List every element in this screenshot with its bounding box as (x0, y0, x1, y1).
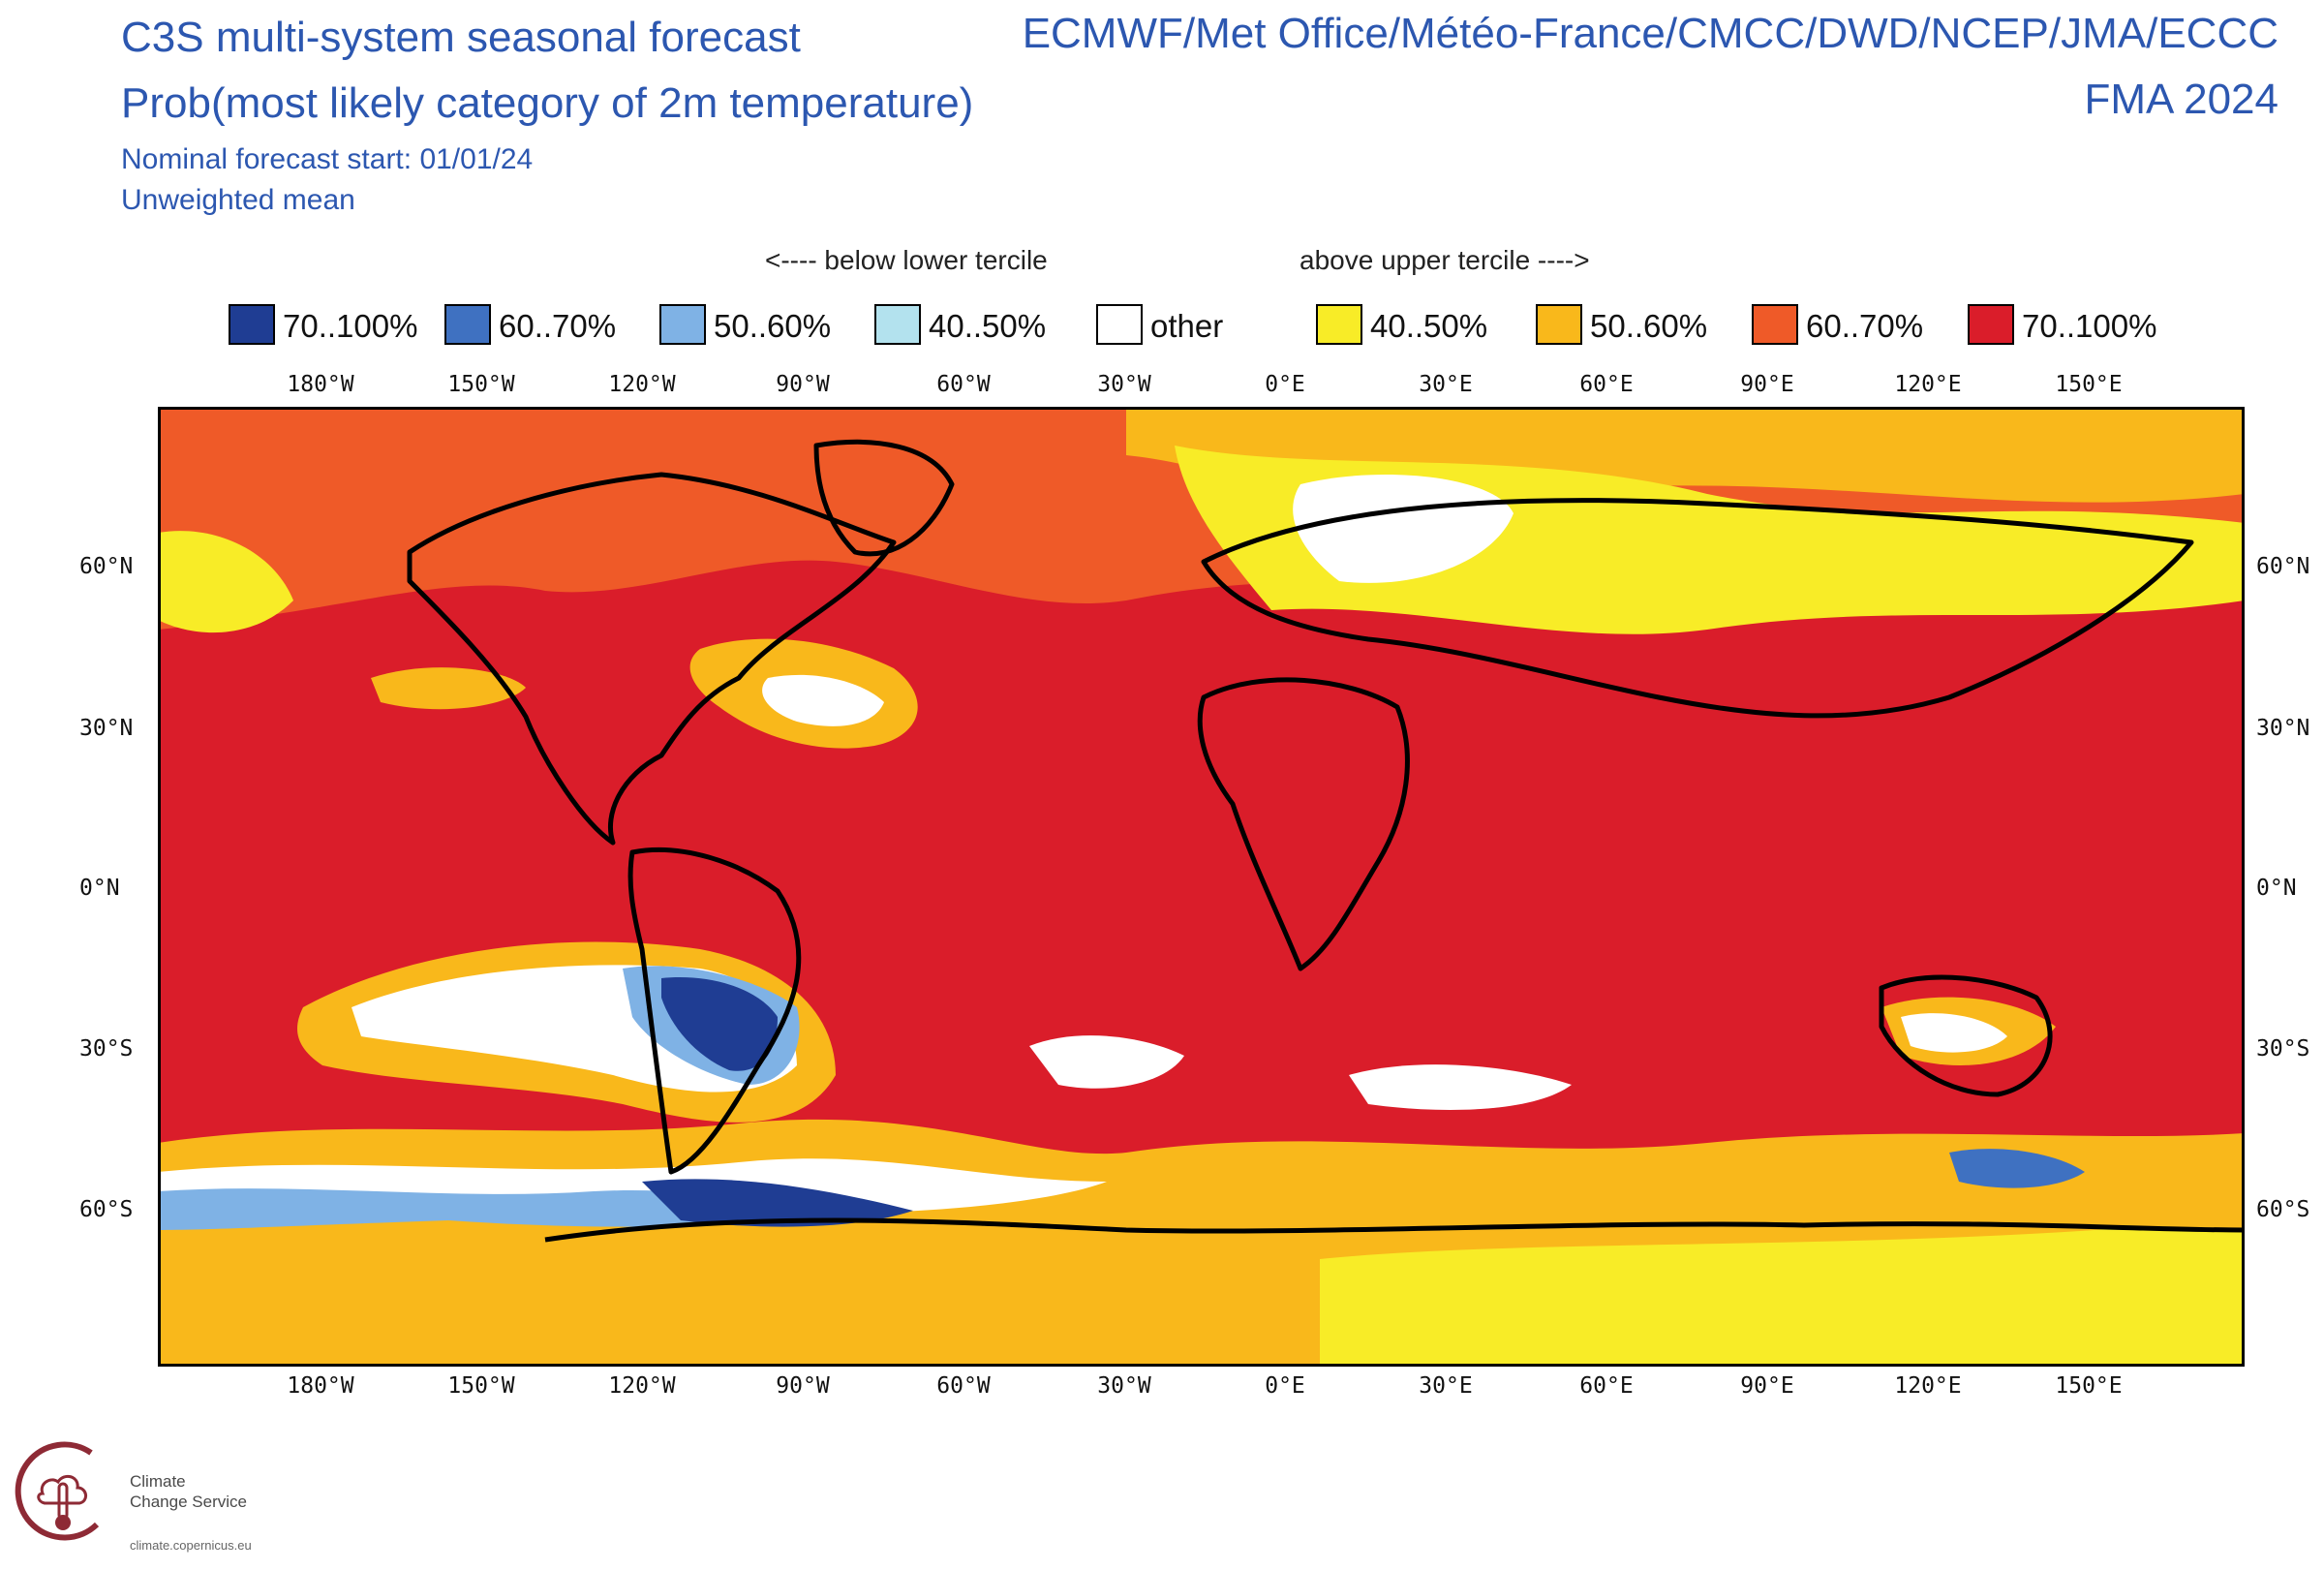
map-frame (158, 407, 2245, 1367)
lon-tick-label: 150°E (2055, 1373, 2123, 1399)
lat-tick-label-right: 0°N (2256, 876, 2297, 901)
zone-alaska-yellow (158, 531, 293, 633)
lon-tick-label: 150°W (447, 1373, 515, 1399)
logo-line-1: Climate (130, 1472, 186, 1491)
lon-tick-label: 30°E (1419, 1373, 1473, 1399)
lon-tick-label: 60°W (936, 372, 991, 397)
lat-tick-label-left: 30°N (79, 716, 134, 741)
forecast-period: FMA 2024 (2084, 76, 2278, 123)
legend-label: 50..60% (714, 308, 832, 344)
legend-caption-below: <---- below lower tercile (765, 245, 1048, 275)
legend-swatch (1968, 304, 2014, 345)
lon-tick-label: 120°E (1894, 1373, 1962, 1399)
legend-swatch (874, 304, 921, 345)
legend-caption-above: above upper tercile ----> (1300, 245, 1590, 275)
legend-label: 70..100% (283, 308, 418, 344)
lon-tick-label: 120°W (608, 372, 676, 397)
lon-tick-label: 90°E (1740, 372, 1794, 397)
lon-tick-label: 150°W (447, 372, 515, 397)
lon-tick-label: 60°E (1579, 1373, 1634, 1399)
lat-tick-label-left: 60°S (79, 1197, 134, 1222)
lat-tick-label-right: 30°S (2256, 1036, 2310, 1062)
thermometer-icon (15, 1441, 100, 1541)
lon-tick-label: 90°E (1740, 1373, 1794, 1399)
lat-tick-label-right: 30°N (2256, 716, 2310, 741)
legend-label: 50..60% (1590, 308, 1708, 344)
legend-swatch (229, 304, 275, 345)
lon-tick-label: 60°W (936, 1373, 991, 1399)
zone-spacific-darkblue (661, 977, 778, 1071)
legend-swatch (1536, 304, 1582, 345)
zone-antarctic-yellow (1320, 1227, 2245, 1367)
coastlines (407, 439, 2245, 1243)
legend-swatch (1096, 304, 1143, 345)
lon-tick-label: 30°E (1419, 372, 1473, 397)
zone-sindian-white (1349, 1064, 1572, 1110)
forecast-map (158, 407, 2245, 1367)
legend-label: 70..100% (2022, 308, 2157, 344)
lon-tick-label: 30°W (1097, 1373, 1151, 1399)
lat-tick-label-right: 60°S (2256, 1197, 2310, 1222)
zone-na-white (762, 674, 884, 726)
map-title: C3S multi-system seasonal forecast (121, 14, 801, 61)
zone-scandinavia-white (1293, 475, 1514, 583)
lat-tick-label-left: 0°N (79, 876, 120, 901)
legend-swatch (444, 304, 491, 345)
zone-southern-darkblue (642, 1179, 913, 1227)
lat-tick-label-left: 30°S (79, 1036, 134, 1062)
centres-list: ECMWF/Met Office/Météo-France/CMCC/DWD/N… (1022, 10, 2278, 57)
lon-tick-label: 90°W (776, 1373, 830, 1399)
lon-tick-label: 120°E (1894, 372, 1962, 397)
map-subtitle: Prob(most likely category of 2m temperat… (121, 79, 974, 127)
lat-tick-label-right: 60°N (2256, 554, 2310, 579)
lon-tick-label: 60°E (1579, 372, 1634, 397)
mean-type: Unweighted mean (121, 184, 355, 216)
lon-tick-label: 150°E (2055, 372, 2123, 397)
lon-tick-label: 30°W (1097, 372, 1151, 397)
copernicus-logo: Climate Change Service climate.copernicu… (14, 1435, 304, 1561)
zone-satlantic-white (1029, 1035, 1184, 1089)
legend-label: other (1150, 308, 1224, 344)
zone-se-blue (1949, 1149, 2085, 1188)
lon-tick-label: 90°W (776, 372, 830, 397)
legend-swatch (1752, 304, 1798, 345)
logo-line-2: Change Service (130, 1493, 247, 1511)
lon-tick-label: 0°E (1265, 1373, 1305, 1399)
lat-tick-label-left: 60°N (79, 554, 134, 579)
lon-tick-label: 180°W (287, 372, 354, 397)
lon-tick-label: 0°E (1265, 372, 1305, 397)
legend-label: 60..70% (1806, 308, 1924, 344)
lon-tick-label: 180°W (287, 1373, 354, 1399)
legend-swatch (659, 304, 706, 345)
forecast-start: Nominal forecast start: 01/01/24 (121, 143, 534, 175)
zone-pacific-amber (371, 667, 526, 710)
legend-label: 40..50% (1370, 308, 1488, 344)
lon-tick-label: 120°W (608, 1373, 676, 1399)
zone-australia-white (1901, 1013, 2007, 1053)
legend-label: 60..70% (499, 308, 617, 344)
logo-url: climate.copernicus.eu (130, 1538, 252, 1553)
legend-swatch (1316, 304, 1362, 345)
legend-label: 40..50% (929, 308, 1047, 344)
